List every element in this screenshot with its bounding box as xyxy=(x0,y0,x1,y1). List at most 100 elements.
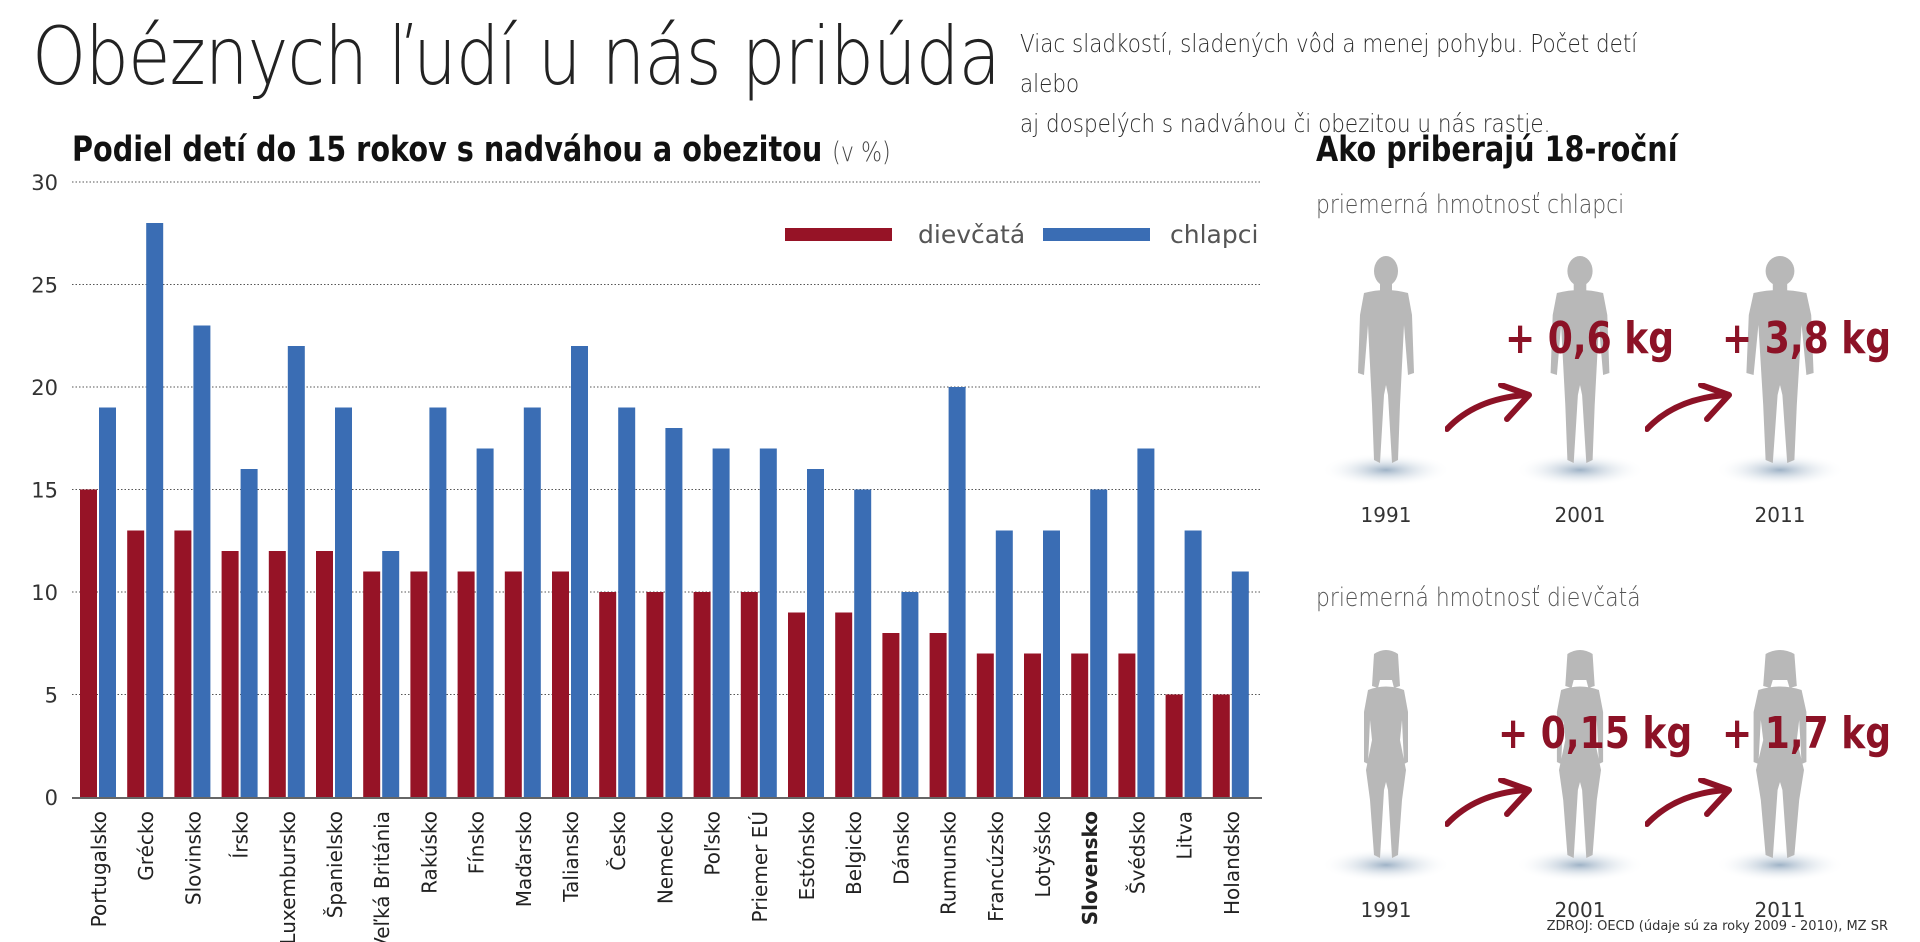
x-tick-label: Poľsko xyxy=(701,811,725,876)
legend-label-girls: dievčatá xyxy=(918,220,1025,249)
x-tick-label: Luxembursko xyxy=(276,811,300,942)
x-tick-label: Holandsko xyxy=(1220,811,1244,915)
bar-girls xyxy=(835,612,853,797)
bar-girls xyxy=(646,592,664,797)
growth-arrow-icon xyxy=(1444,382,1535,438)
bar-boys xyxy=(854,489,872,797)
x-tick-label: Lotyšsko xyxy=(1031,811,1055,898)
bar-girls xyxy=(552,571,569,797)
year-label: 1991 xyxy=(1360,503,1412,527)
bar-girls xyxy=(929,633,947,797)
bar-girls xyxy=(174,530,192,797)
bar-chart: 0 5 10 15 20 25 30 Portugalsko Grécko Slovinsko Ír… xyxy=(31,171,1262,942)
bar-girls xyxy=(693,592,711,797)
growth-arrow-icon xyxy=(1444,777,1535,833)
x-tick-label: Dánsko xyxy=(889,811,913,885)
bar-boys xyxy=(901,592,919,797)
bar-girls xyxy=(1165,694,1183,797)
bar-boys xyxy=(759,448,777,797)
bar-boys xyxy=(1090,489,1108,797)
x-tick-label: Španielsko xyxy=(323,811,347,918)
legend-label-boys: chlapci xyxy=(1170,220,1258,249)
bar-girls xyxy=(740,592,758,797)
figure-shadow xyxy=(1715,848,1845,887)
x-tick-label: Taliansko xyxy=(559,811,583,903)
x-tick-label: Fínsko xyxy=(465,811,489,874)
y-tick-label: 20 xyxy=(31,376,58,400)
bar-boys xyxy=(240,469,258,797)
bar-boys xyxy=(1184,530,1202,797)
bar-boys xyxy=(807,469,824,797)
figure-shadow xyxy=(1715,453,1845,492)
boy-figure-icon xyxy=(1538,255,1622,470)
year-label: 2011 xyxy=(1754,898,1806,922)
boys-section-label: priemerná hmotnosť chlapci xyxy=(1316,190,1625,220)
growth-arrow-icon xyxy=(1644,777,1735,833)
x-tick-label: Švédsko xyxy=(1125,811,1149,894)
y-tick-label: 5 xyxy=(45,684,58,708)
x-tick-label: Priemer EÚ xyxy=(748,811,772,922)
bar-girls xyxy=(976,653,994,797)
figure-shadow xyxy=(1321,848,1451,887)
bar-boys xyxy=(712,448,730,797)
x-tick-label: Portugalsko xyxy=(87,811,111,927)
year-label: 2001 xyxy=(1554,898,1606,922)
girl-figure-icon xyxy=(1538,650,1622,865)
bar-boys xyxy=(99,407,116,797)
bar-girls xyxy=(882,633,900,797)
x-tick-label: Nemecko xyxy=(653,811,677,904)
bar-girls xyxy=(457,571,475,797)
chart-unit: (v %) xyxy=(832,137,891,168)
subtitle-line-2: aj dospelých s nadváhou či obezitou u ná… xyxy=(1020,109,1551,138)
boy-figure-icon xyxy=(1732,255,1828,470)
girls-section-label: priemerná hmotnosť dievčatá xyxy=(1316,583,1641,613)
year-label: 1991 xyxy=(1360,898,1412,922)
legend-swatch-girls xyxy=(785,228,892,241)
x-tick-label: Belgicko xyxy=(842,811,866,895)
bar-girls xyxy=(363,571,381,797)
weight-panel-title: Ako priberajú 18-roční xyxy=(1316,130,1678,170)
bar-girls xyxy=(1071,653,1089,797)
bar-boys xyxy=(382,551,400,797)
bar-boys xyxy=(948,387,966,797)
bar-boys xyxy=(429,407,447,797)
bar-boys xyxy=(146,223,164,797)
x-tick-label: Slovinsko xyxy=(181,811,205,905)
x-tick-label: Grécko xyxy=(134,811,158,881)
figure-shadow xyxy=(1515,453,1645,492)
weight-gain-label: + 0,15 kg xyxy=(1498,708,1693,759)
bar-girls xyxy=(1118,653,1136,797)
bar-boys xyxy=(618,407,636,797)
bar-girls xyxy=(1024,653,1041,797)
bar-boys xyxy=(1231,571,1249,797)
chart-title-text: Podiel detí do 15 rokov s nadváhou a obe… xyxy=(72,130,823,170)
source-note: ZDROJ: OECD (údaje sú za roky 2009 - 201… xyxy=(1546,919,1888,934)
year-label: 2001 xyxy=(1554,503,1606,527)
bar-boys xyxy=(1137,448,1155,797)
subtitle-line-1: Viac sladkostí, sladených vôd a menej po… xyxy=(1020,29,1638,98)
bar-girls xyxy=(504,571,522,797)
bar-boys xyxy=(523,407,541,797)
girl-figure-icon xyxy=(1732,650,1828,865)
growth-arrow-icon xyxy=(1644,382,1735,438)
bar-girls xyxy=(127,530,145,797)
bar-girls xyxy=(1212,694,1230,797)
bar-girls xyxy=(80,489,97,797)
y-tick-label: 30 xyxy=(31,171,58,195)
bar-girls xyxy=(316,551,333,797)
bar-girls xyxy=(268,551,286,797)
x-tick-label: Rumunsko xyxy=(937,811,961,915)
y-tick-label: 10 xyxy=(31,581,58,605)
x-tick-label: Rakúsko xyxy=(417,811,441,894)
bar-girls xyxy=(599,592,617,797)
x-tick-label: Estónsko xyxy=(795,811,819,900)
weight-gain-label: + 0,6 kg xyxy=(1505,313,1675,364)
weight-gain-label: + 3,8 kg xyxy=(1722,313,1892,364)
legend-swatch-boys xyxy=(1043,228,1150,241)
figure-shadow xyxy=(1321,453,1451,492)
x-tick-label: Litva xyxy=(1173,811,1197,860)
x-tick-label: Maďarsko xyxy=(512,811,536,907)
boy-figure-icon xyxy=(1346,255,1426,470)
bar-boys xyxy=(476,448,494,797)
bar-boys xyxy=(193,325,211,797)
